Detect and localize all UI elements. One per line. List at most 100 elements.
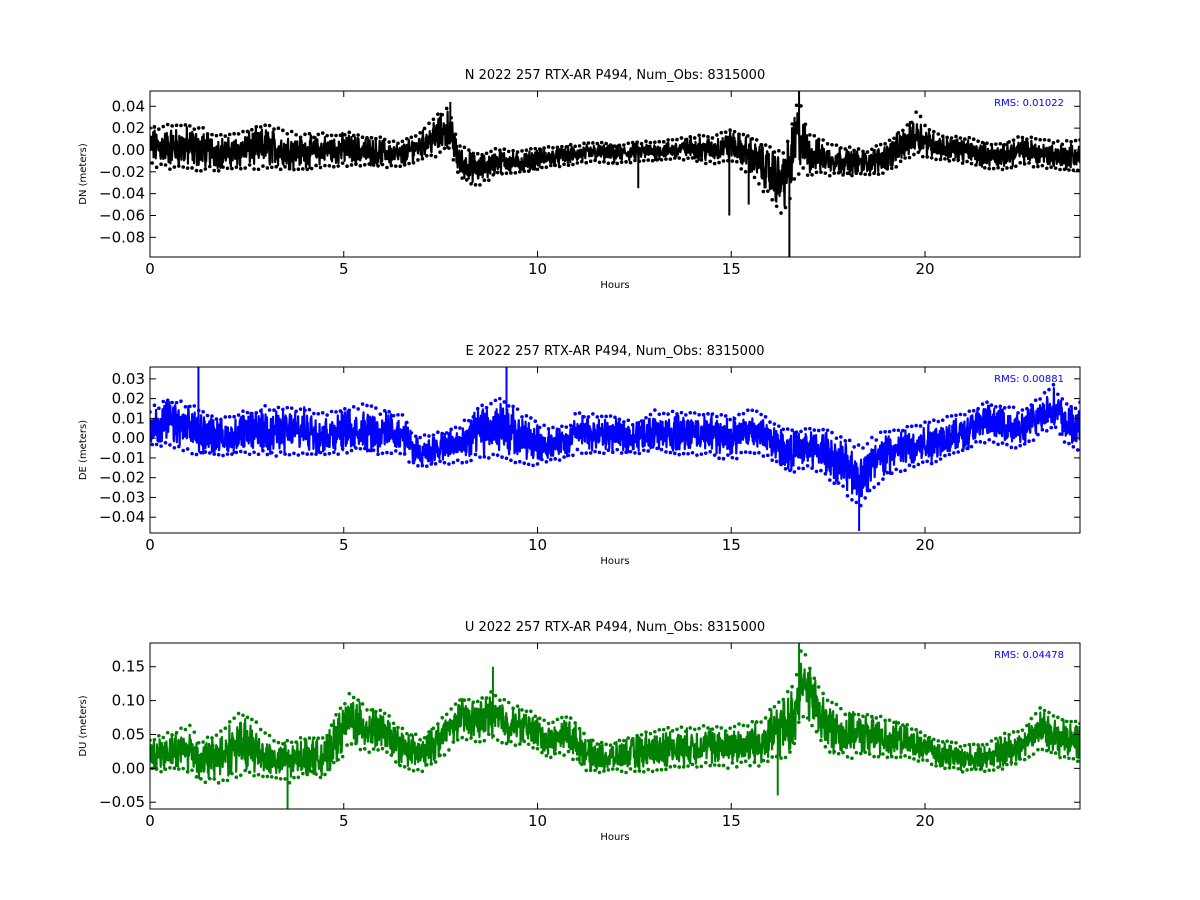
data-point bbox=[500, 455, 504, 459]
data-point bbox=[816, 137, 821, 142]
data-point bbox=[498, 698, 502, 702]
data-point bbox=[489, 149, 493, 154]
data-point bbox=[484, 151, 489, 156]
data-point bbox=[267, 733, 272, 738]
y-tick-label: −0.08 bbox=[99, 228, 145, 246]
data-point bbox=[320, 736, 325, 740]
data-point bbox=[349, 448, 354, 453]
data-point bbox=[595, 415, 600, 419]
panel-e: 0 5 10 15 20 0.03 0.020.01 0.00 −0.01 −0.02−0.03 −… bbox=[78, 344, 1081, 567]
data-point bbox=[852, 712, 856, 717]
data-point bbox=[318, 165, 323, 170]
data-point bbox=[743, 759, 748, 763]
data-point bbox=[460, 735, 465, 740]
data-point bbox=[161, 399, 166, 404]
data-point bbox=[965, 446, 969, 451]
data-point bbox=[551, 720, 555, 725]
data-point bbox=[170, 400, 174, 405]
data-point bbox=[245, 715, 250, 720]
data-point bbox=[637, 769, 642, 773]
y-tick-label: 0.00 bbox=[112, 429, 145, 447]
data-point bbox=[1016, 135, 1020, 139]
data-point bbox=[717, 763, 721, 768]
data-point bbox=[825, 698, 830, 703]
data-point bbox=[566, 453, 571, 458]
data-point bbox=[579, 159, 584, 164]
data-point bbox=[989, 739, 994, 743]
data-point bbox=[360, 135, 365, 140]
data-point bbox=[205, 735, 210, 740]
data-point bbox=[790, 684, 794, 689]
data-point bbox=[312, 135, 316, 140]
data-point bbox=[808, 426, 812, 431]
data-point bbox=[1051, 382, 1056, 387]
data-point bbox=[241, 129, 245, 134]
data-point bbox=[413, 134, 418, 138]
data-point bbox=[407, 161, 411, 166]
data-point bbox=[706, 135, 710, 139]
data-point bbox=[622, 143, 626, 147]
data-point bbox=[732, 129, 737, 134]
data-point bbox=[192, 730, 197, 734]
data-point bbox=[916, 759, 921, 763]
data-point bbox=[185, 770, 190, 774]
data-point bbox=[418, 737, 422, 742]
data-point bbox=[723, 729, 728, 733]
data-point bbox=[247, 452, 252, 457]
x-tick-label: 0 bbox=[145, 536, 155, 554]
data-point bbox=[956, 766, 961, 771]
data-point bbox=[292, 451, 296, 456]
data-point bbox=[1071, 168, 1076, 172]
data-point bbox=[759, 720, 763, 724]
data-point bbox=[440, 431, 445, 436]
data-point bbox=[588, 451, 593, 455]
data-point bbox=[416, 158, 420, 162]
data-point bbox=[278, 450, 283, 454]
data-point bbox=[196, 126, 201, 130]
data-point bbox=[484, 405, 489, 410]
data-point bbox=[287, 780, 292, 785]
data-point bbox=[568, 142, 573, 147]
data-point bbox=[672, 156, 677, 160]
data-point bbox=[688, 135, 693, 139]
data-point bbox=[841, 750, 845, 755]
data-point bbox=[816, 685, 821, 689]
data-point bbox=[484, 696, 489, 700]
data-point bbox=[980, 140, 985, 145]
data-point bbox=[427, 730, 431, 734]
data-point bbox=[478, 183, 482, 187]
data-point bbox=[294, 132, 298, 137]
data-point bbox=[451, 740, 456, 744]
data-point bbox=[225, 778, 230, 783]
data-point bbox=[529, 709, 533, 714]
data-point bbox=[630, 422, 635, 427]
data-point bbox=[223, 415, 228, 419]
data-point bbox=[688, 726, 693, 730]
data-point bbox=[464, 460, 469, 464]
data-point bbox=[475, 699, 480, 704]
data-point bbox=[183, 727, 188, 732]
data-point bbox=[699, 158, 704, 162]
data-point bbox=[788, 750, 792, 754]
data-point bbox=[757, 764, 761, 768]
data-point bbox=[219, 729, 223, 733]
data-point bbox=[183, 405, 188, 409]
data-point bbox=[1033, 398, 1038, 403]
data-point bbox=[834, 702, 839, 707]
data-point bbox=[779, 462, 783, 467]
data-point bbox=[557, 750, 562, 755]
data-point bbox=[810, 466, 814, 470]
data-point bbox=[382, 711, 387, 716]
data-point bbox=[867, 172, 872, 177]
data-point bbox=[960, 770, 965, 774]
data-point bbox=[1064, 139, 1069, 143]
data-point bbox=[923, 733, 927, 738]
data-point bbox=[544, 460, 549, 464]
data-point bbox=[444, 712, 449, 717]
data-point bbox=[163, 440, 168, 445]
data-point bbox=[951, 451, 956, 455]
data-point bbox=[442, 460, 447, 465]
data-point bbox=[876, 481, 881, 486]
data-point bbox=[382, 408, 387, 413]
data-point bbox=[686, 764, 690, 768]
